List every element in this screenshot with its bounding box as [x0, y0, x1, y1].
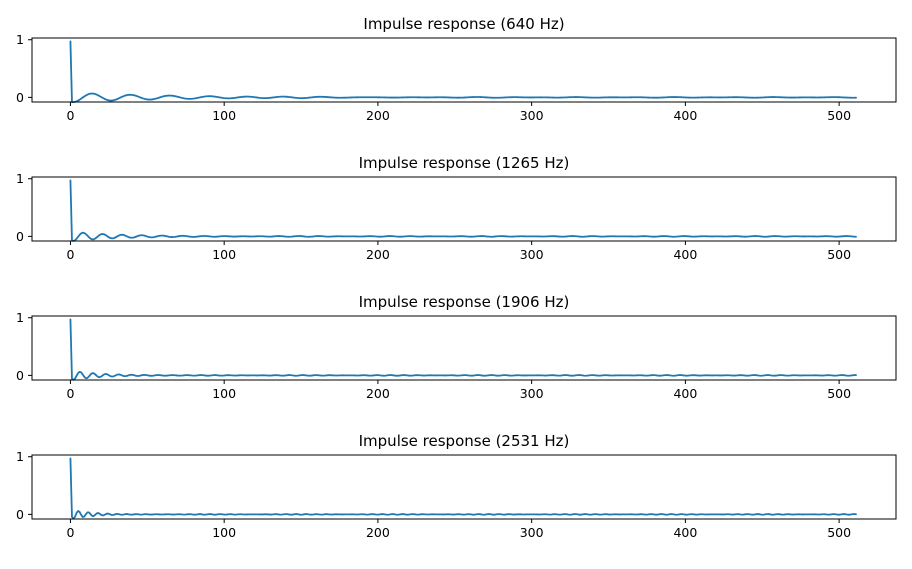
- axes-frame: [31, 176, 897, 242]
- subplot-2: Impulse response (1265 Hz) 0 100 200 300 400 5…: [16, 154, 897, 262]
- subplot-4: Impulse response (2531 Hz) 0 100 200 300 400 5…: [16, 432, 897, 540]
- impulse-response-line: [69, 40, 857, 104]
- impulse-response-line: [69, 318, 857, 381]
- subplot-title: Impulse response (2531 Hz): [359, 432, 570, 450]
- x-tick-label: 500: [827, 247, 851, 262]
- y-tick-label: 1: [16, 449, 24, 464]
- x-tick-label: 400: [673, 386, 697, 401]
- x-tick-label: 500: [827, 525, 851, 540]
- impulse-response-line: [69, 457, 857, 520]
- y-tick-label: 0: [16, 229, 24, 244]
- x-tick-label: 0: [66, 108, 74, 123]
- x-tick-label: 0: [66, 247, 74, 262]
- x-tick-label: 500: [827, 108, 851, 123]
- x-tick-label: 300: [520, 247, 544, 262]
- x-tick-label: 100: [212, 108, 236, 123]
- x-tick-label: 0: [66, 525, 74, 540]
- x-tick-label: 200: [366, 525, 390, 540]
- subplot-title: Impulse response (1906 Hz): [359, 293, 570, 311]
- x-tick-label: 400: [673, 247, 697, 262]
- x-tick-label: 400: [673, 108, 697, 123]
- x-tick-label: 200: [366, 247, 390, 262]
- y-tick-label: 0: [16, 507, 24, 522]
- axes-frame: [31, 454, 897, 520]
- x-tick-label: 300: [520, 108, 544, 123]
- x-tick-label: 300: [520, 386, 544, 401]
- axes-frame: [31, 315, 897, 381]
- subplot-title: Impulse response (1265 Hz): [359, 154, 570, 172]
- x-tick-label: 100: [212, 386, 236, 401]
- x-tick-label: 0: [66, 386, 74, 401]
- y-tick-label: 1: [16, 171, 24, 186]
- axes-frame: [31, 37, 897, 103]
- subplot-3: Impulse response (1906 Hz) 0 100 200 300 400 5…: [16, 293, 897, 401]
- x-tick-label: 100: [212, 525, 236, 540]
- y-tick-label: 1: [16, 32, 24, 47]
- impulse-response-line: [69, 179, 857, 242]
- subplot-1: Impulse response (640 Hz) 0 100 200 300 400 50…: [16, 15, 897, 123]
- y-tick-label: 0: [16, 90, 24, 105]
- x-tick-label: 100: [212, 247, 236, 262]
- y-tick-label: 1: [16, 310, 24, 325]
- subplot-title: Impulse response (640 Hz): [363, 15, 564, 33]
- x-tick-label: 500: [827, 386, 851, 401]
- y-tick-label: 0: [16, 368, 24, 383]
- x-tick-label: 200: [366, 386, 390, 401]
- x-tick-label: 300: [520, 525, 544, 540]
- x-tick-label: 200: [366, 108, 390, 123]
- x-tick-label: 400: [673, 525, 697, 540]
